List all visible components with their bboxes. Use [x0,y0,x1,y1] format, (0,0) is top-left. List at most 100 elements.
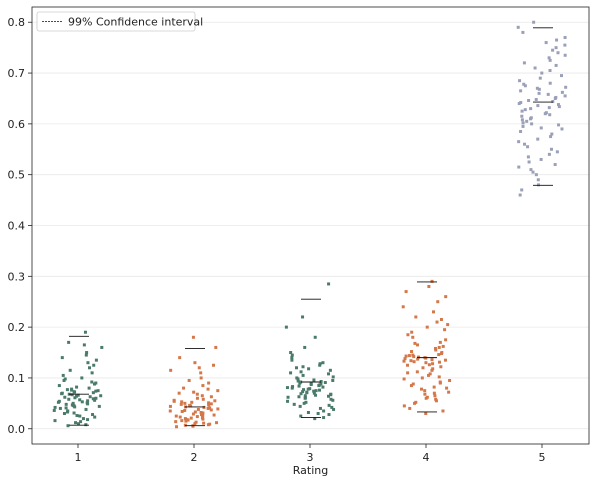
data-point [543,112,547,116]
data-point [65,410,69,414]
data-point [86,418,90,422]
data-point [408,406,412,410]
data-point [93,382,97,386]
data-point [557,105,561,109]
data-point [93,398,97,402]
data-point [67,397,71,401]
data-point [208,406,212,410]
data-point [547,152,551,156]
data-point [314,389,318,393]
data-point [323,381,327,385]
data-point [548,58,552,62]
data-point [194,420,198,424]
data-point [94,389,98,393]
data-point [316,412,320,416]
data-point [547,106,551,110]
data-point [433,346,437,350]
data-point [525,119,529,123]
data-point [417,355,421,359]
data-point [529,168,533,172]
data-point [303,394,307,398]
data-point [78,414,82,418]
data-point [63,377,67,381]
data-point [440,352,444,356]
data-point [82,343,86,347]
data-point [64,406,68,410]
data-point [411,353,415,357]
data-point [406,371,410,375]
data-point [309,383,313,387]
data-point [291,385,295,389]
data-point [424,356,428,360]
data-point [193,410,197,414]
data-point [73,396,77,400]
legend-label: 99% Confidence interval [68,16,203,29]
data-point [74,421,78,425]
y-tick-label: 0.2 [8,321,26,334]
data-point [531,170,535,174]
data-point [428,372,432,376]
data-point [432,391,436,395]
data-point [436,300,440,304]
data-point [446,323,450,327]
data-point [299,414,303,418]
data-point [410,350,414,354]
data-point [447,390,451,394]
data-point [83,330,87,334]
data-point [521,121,525,125]
data-point [544,41,548,45]
data-point [94,358,98,362]
data-point [327,282,331,286]
data-point [75,385,79,389]
data-point [560,74,564,78]
data-point [327,413,331,417]
data-point [326,394,330,398]
legend: 99% Confidence interval [36,11,203,32]
data-point [96,389,100,393]
data-point [522,82,526,86]
data-point [423,389,427,393]
data-point [182,386,186,390]
data-point [81,417,85,421]
data-point [549,135,553,139]
data-point [178,415,182,419]
data-point [322,409,326,413]
data-point [202,421,206,425]
data-point [563,53,567,57]
data-point [539,157,543,161]
data-point [184,419,188,423]
data-point [191,412,195,416]
data-point [199,371,203,375]
data-point [437,353,441,357]
data-point [215,421,219,425]
data-point [402,404,406,408]
data-point [433,394,437,398]
data-point [306,387,310,391]
data-point [195,396,199,400]
data-point [424,361,428,365]
data-point [286,399,290,403]
data-point [206,406,210,410]
data-point [563,35,567,39]
data-point [313,417,317,421]
data-point [312,378,316,382]
data-point [551,48,555,52]
data-point [331,375,335,379]
data-point [169,368,173,372]
data-point [402,359,406,363]
data-point [285,386,289,390]
data-point [521,124,525,128]
data-point [306,410,310,414]
data-point [430,279,434,283]
data-point [546,92,550,96]
data-point [420,376,424,380]
data-point [93,415,97,419]
data-point [520,109,524,113]
data-point [213,399,217,403]
data-point [207,403,211,407]
data-point [534,173,538,177]
data-point [312,389,316,393]
data-point [86,361,90,365]
data-point [298,404,302,408]
data-point [520,188,524,192]
